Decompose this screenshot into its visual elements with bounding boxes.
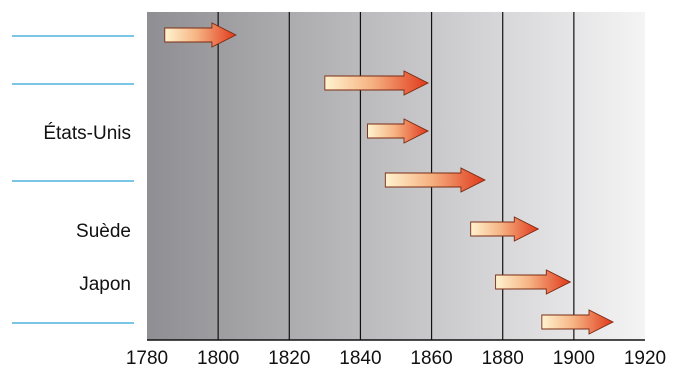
- x-tick-label-1780: 1780: [126, 348, 168, 369]
- row-label: Suède: [76, 221, 131, 242]
- x-tick-label-1880: 1880: [482, 348, 524, 369]
- x-tick-label-1900: 1900: [553, 348, 595, 369]
- period-arrow: [324, 70, 430, 96]
- timeline-rows: États-Unis Suède Japon: [12, 22, 614, 335]
- period-arrow: [541, 309, 614, 335]
- x-tick-label-1860: 1860: [410, 348, 452, 369]
- x-axis-ticks: 1780 1800 1820 1840 1860 1880 1900 1920: [126, 348, 666, 369]
- period-arrow: [367, 118, 430, 144]
- row-label: États-Unis: [43, 123, 131, 144]
- period-arrow: [470, 216, 540, 242]
- x-tick-label-1840: 1840: [339, 348, 381, 369]
- x-tick-label-1820: 1820: [268, 348, 310, 369]
- row-label: Japon: [79, 274, 131, 295]
- period-arrow: [164, 22, 237, 48]
- period-arrow: [495, 269, 572, 295]
- x-tick-label-1800: 1800: [197, 348, 239, 369]
- period-arrow: [384, 167, 486, 193]
- x-tick-label-1920: 1920: [624, 348, 666, 369]
